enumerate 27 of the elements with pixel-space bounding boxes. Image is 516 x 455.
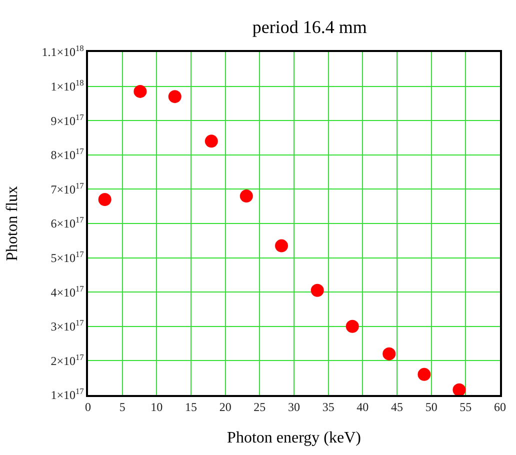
x-tick-label: 10 — [150, 400, 163, 414]
y-tick-label: 4×10$^{17}$ — [50, 284, 84, 300]
y-tick-label: 7×10$^{17}$ — [50, 181, 84, 196]
x-tick-label: 0 — [85, 400, 91, 414]
y-tick-label: 1×10$^{18}$ — [50, 78, 84, 94]
x-tick-label: 55 — [460, 400, 472, 414]
x-tick-label: 15 — [185, 400, 197, 414]
y-tick-label: 6×10$^{17}$ — [50, 216, 84, 231]
x-tick-label: 60 — [494, 400, 506, 414]
chart-title: period 16.4 mm — [252, 17, 367, 38]
x-tick-label: 5 — [119, 400, 126, 414]
y-axis-title: Photon flux — [4, 186, 22, 262]
x-tick-label: 45 — [391, 400, 403, 414]
x-tick-label: 35 — [322, 400, 334, 414]
y-tick-label: 5×10$^{17}$ — [50, 250, 84, 265]
y-tick-label: 3×10$^{17}$ — [50, 318, 84, 334]
x-tick-label: 50 — [425, 400, 438, 414]
x-axis-title: Photon energy (keV) — [227, 429, 361, 446]
x-tick-label: 25 — [254, 400, 266, 414]
y-tick-label: 2×10$^{17}$ — [50, 352, 84, 368]
x-tick-label: 20 — [219, 400, 232, 414]
x-tick-label: 30 — [288, 400, 300, 414]
y-tick-label: 1×10$^{17}$ — [50, 387, 84, 402]
y-tick-label: 8×10$^{17}$ — [50, 147, 84, 162]
y-tick-label: 9×10$^{17}$ — [50, 112, 84, 128]
y-tick-label: 1.1×10$^{18}$ — [42, 44, 84, 60]
x-tick-label: 40 — [356, 400, 369, 414]
